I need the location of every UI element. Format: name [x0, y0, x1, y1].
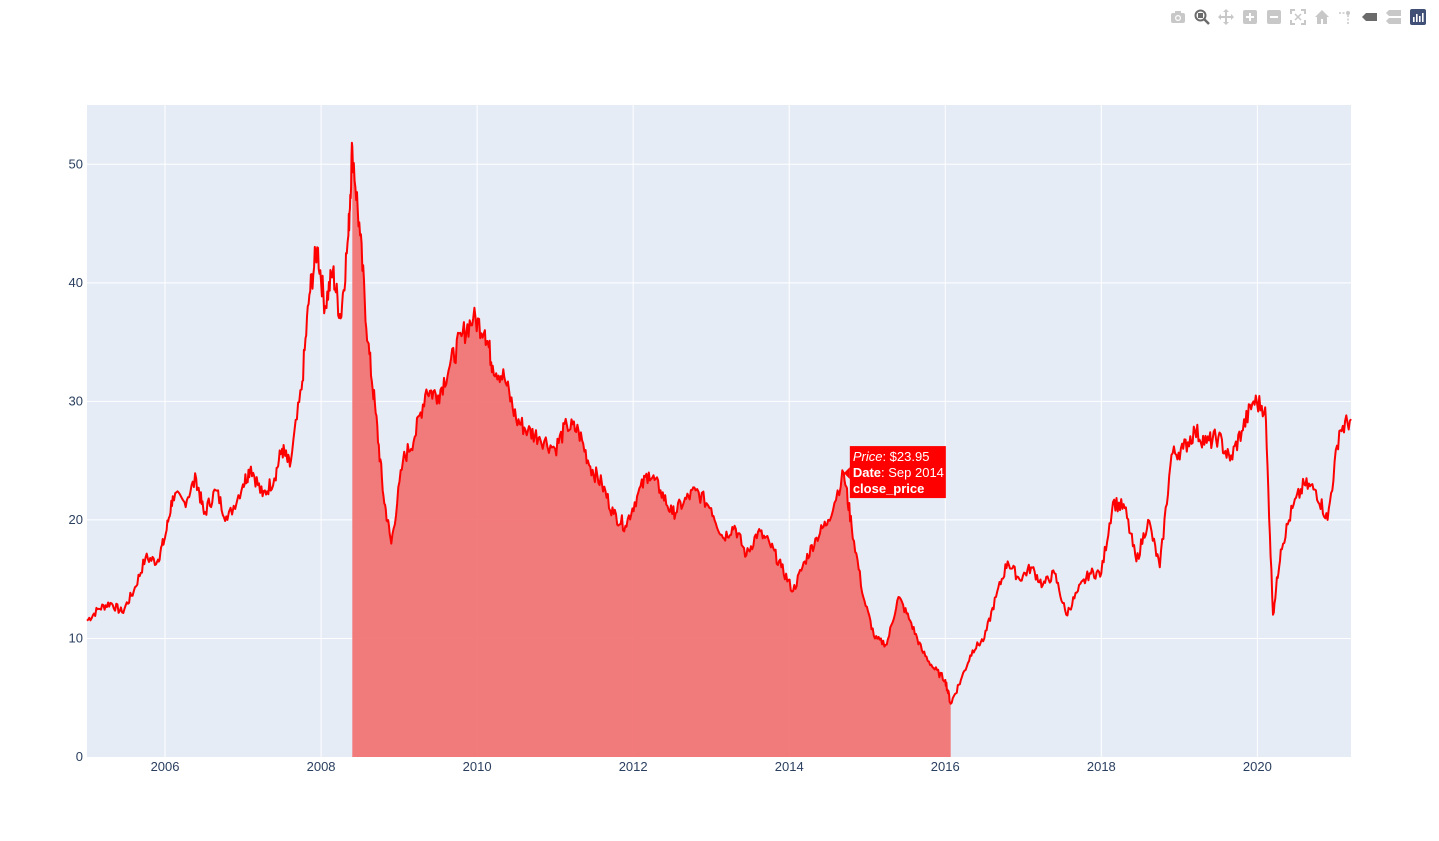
highlighted-area [352, 146, 951, 757]
tooltip-date: Date: Sep 2014 [853, 465, 944, 480]
tooltip-series: close_price [853, 481, 925, 496]
x-tick-label: 2012 [619, 759, 648, 774]
y-tick-label: 30 [69, 393, 83, 408]
tooltip-price: Price: $23.95 [853, 449, 930, 464]
camera-icon[interactable] [1169, 8, 1187, 26]
x-tick-label: 2010 [463, 759, 492, 774]
tooltip-price-value: : $23.95 [882, 449, 929, 464]
x-tick-label: 2018 [1087, 759, 1116, 774]
spike-lines-icon[interactable] [1337, 8, 1355, 26]
y-tick-label: 0 [76, 749, 83, 764]
tooltip-arrow [843, 467, 850, 480]
y-tick-label: 50 [69, 156, 83, 171]
x-tick-label: 2008 [307, 759, 336, 774]
tooltip-date-key: Date [853, 465, 881, 480]
modebar [1169, 8, 1427, 26]
x-axis-ticks: 2006 2008 2010 2012 2014 2016 2018 2020 [151, 759, 1272, 774]
y-tick-label: 40 [69, 275, 83, 290]
hover-compare-icon[interactable] [1385, 8, 1403, 26]
x-tick-label: 2014 [775, 759, 804, 774]
y-tick-label: 10 [69, 630, 83, 645]
pan-icon[interactable] [1217, 8, 1235, 26]
x-tick-label: 2020 [1243, 759, 1272, 774]
hover-closest-icon[interactable] [1361, 8, 1379, 26]
zoom-icon[interactable] [1193, 8, 1211, 26]
y-axis-ticks: 0 10 20 30 40 50 [69, 156, 83, 764]
plotly-logo-icon[interactable] [1409, 8, 1427, 26]
x-tick-label: 2006 [151, 759, 180, 774]
zoom-in-icon[interactable] [1241, 8, 1259, 26]
hover-tooltip: Price: $23.95 Date: Sep 2014 close_price [843, 446, 946, 499]
y-tick-label: 20 [69, 512, 83, 527]
tooltip-price-key: Price [853, 449, 883, 464]
tooltip-date-value: : Sep 2014 [881, 465, 944, 480]
zoom-out-icon[interactable] [1265, 8, 1283, 26]
home-icon[interactable] [1313, 8, 1331, 26]
series-line-close_price[interactable] [86, 141, 1352, 705]
autoscale-icon[interactable] [1289, 8, 1307, 26]
x-tick-label: 2016 [931, 759, 960, 774]
tooltip-box [849, 446, 946, 499]
